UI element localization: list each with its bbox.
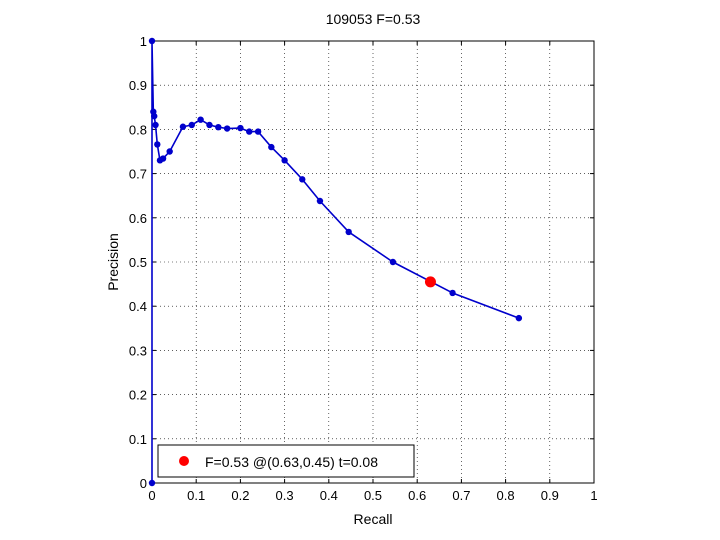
data-point: [237, 124, 244, 132]
data-point: [515, 314, 523, 322]
data-point: [449, 289, 456, 297]
legend: F=0.53 @(0.63,0.45) t=0.08: [157, 444, 415, 478]
series-line: [151, 40, 520, 483]
data-point: [215, 123, 222, 131]
y-tick-label: 0.8: [129, 122, 147, 137]
x-tick-label: 0.9: [541, 488, 559, 503]
data-point: [188, 121, 195, 129]
data-point: [148, 37, 156, 45]
data-point: [148, 479, 156, 487]
chart-title: 109053 F=0.53: [326, 11, 421, 27]
y-tick-label: 0.4: [129, 299, 147, 314]
x-tick-label: 0.1: [187, 488, 205, 503]
data-point: [268, 143, 275, 151]
grid: [152, 41, 594, 483]
legend-box: [157, 444, 415, 478]
data-point: [151, 112, 158, 120]
y-axis-label: Precision: [105, 233, 121, 291]
data-point: [206, 121, 213, 129]
x-axis-ticks: 0 0.1 0.2 0.3 0.4 0.5 0.6 0.7 0.8 0.9 1: [148, 41, 598, 503]
data-point: [179, 123, 187, 130]
highlight-layer: [424, 276, 436, 288]
y-tick-label: 0.5: [129, 255, 147, 270]
legend-text: F=0.53 @(0.63,0.45) t=0.08: [205, 454, 378, 470]
series-layer: [148, 37, 523, 487]
data-point: [246, 128, 253, 135]
data-point: [345, 228, 352, 236]
data-point: [254, 128, 262, 135]
data-point: [389, 258, 397, 266]
data-point: [281, 157, 288, 164]
data-point: [316, 197, 324, 205]
data-point: [166, 148, 173, 155]
data-point: [152, 121, 159, 129]
y-tick-label: 0.2: [129, 388, 147, 403]
x-tick-label: 0.7: [452, 488, 470, 503]
data-point: [154, 141, 161, 148]
x-axis-label: Recall: [354, 511, 393, 527]
y-axis-ticks: 0 0.1 0.2 0.3 0.4 0.5 0.6 0.7 0.8 0.9 1: [129, 34, 594, 491]
y-tick-label: 0.1: [129, 432, 147, 447]
x-tick-label: 0.4: [320, 488, 338, 503]
best-f-point: [424, 276, 436, 288]
legend-marker: [179, 456, 189, 466]
y-tick-label: 1: [140, 34, 147, 49]
x-tick-label: 0.8: [497, 488, 515, 503]
data-point: [299, 176, 306, 183]
y-tick-label: 0.9: [129, 78, 147, 93]
y-tick-label: 0.7: [129, 167, 147, 182]
x-tick-label: 0.6: [408, 488, 426, 503]
x-tick-label: 0.2: [231, 488, 249, 503]
x-tick-label: 0.5: [364, 488, 382, 503]
y-tick-label: 0: [140, 476, 147, 491]
y-tick-label: 0.6: [129, 211, 147, 226]
x-tick-label: 0.3: [276, 488, 294, 503]
data-point: [159, 155, 167, 162]
data-point: [197, 116, 204, 123]
y-tick-label: 0.3: [129, 343, 147, 358]
data-point: [223, 125, 231, 132]
x-tick-label: 0: [148, 488, 155, 503]
x-tick-label: 1: [590, 488, 597, 503]
